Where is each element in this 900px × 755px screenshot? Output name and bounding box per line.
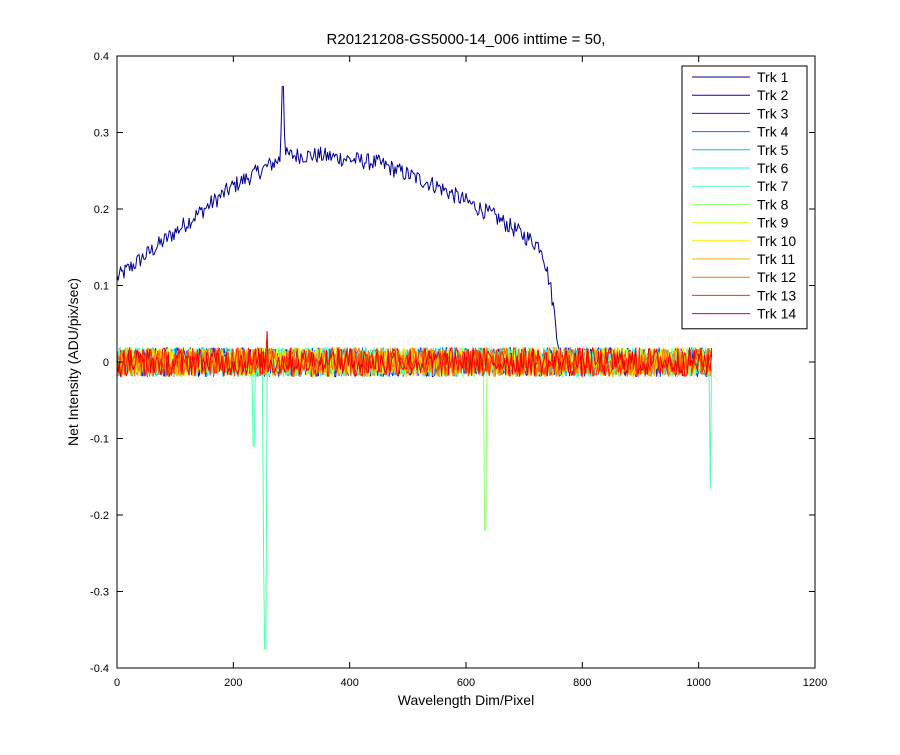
y-tick-label: -0.2	[90, 510, 109, 522]
x-tick-label: 200	[224, 677, 242, 689]
legend-box	[681, 65, 808, 330]
y-tick-label: 0	[103, 357, 109, 369]
x-tick-label: 0	[114, 677, 120, 689]
x-axis-label: Wavelength Dim/Pixel	[398, 692, 534, 708]
y-tick-label: 0.3	[94, 128, 109, 140]
series-line-trk-14	[116, 330, 712, 377]
legend-label: Trk 12	[757, 269, 796, 285]
x-tick-label: 800	[573, 677, 591, 689]
y-tick-label: 0.1	[94, 281, 109, 293]
legend-label: Trk 1	[757, 69, 789, 85]
y-tick-label: 0.2	[94, 204, 109, 216]
legend-label: Trk 2	[757, 87, 789, 103]
x-tick-label: 1200	[803, 677, 827, 689]
x-tick-label: 1000	[686, 677, 710, 689]
legend-label: Trk 10	[757, 233, 796, 249]
x-tick-label: 600	[457, 677, 475, 689]
y-axis-label: Net Intensity (ADU/pix/sec)	[65, 278, 81, 446]
x-tick-label: 400	[340, 677, 358, 689]
legend-label: Trk 6	[757, 160, 789, 176]
y-tick-label: -0.4	[90, 663, 109, 675]
legend-label: Trk 7	[757, 178, 789, 194]
legend: Trk 1 Trk 2 Trk 3 Trk 4 Trk 5 Trk 6 Trk 7 Trk 8…	[681, 65, 808, 330]
legend-label: Trk 4	[757, 124, 789, 140]
legend-label: Trk 5	[757, 142, 789, 158]
y-tick-label: -0.1	[90, 434, 109, 446]
chart-title: R20121208-GS5000-14_006 inttime = 50,	[327, 31, 606, 48]
legend-label: Trk 13	[757, 287, 796, 303]
legend-label: Trk 14	[757, 306, 796, 322]
series-layer	[116, 86, 712, 650]
tick-layer: 0 200 400 600 800 1000 1200 -0.4 -0.3 -0.2 -0.1 0 0.…	[90, 51, 827, 689]
y-tick-label: 0.4	[94, 51, 109, 63]
legend-label: Trk 3	[757, 105, 789, 121]
legend-label: Trk 9	[757, 215, 789, 231]
legend-label: Trk 8	[757, 196, 789, 212]
legend-label: Trk 11	[757, 251, 795, 267]
y-tick-label: -0.3	[90, 587, 109, 599]
